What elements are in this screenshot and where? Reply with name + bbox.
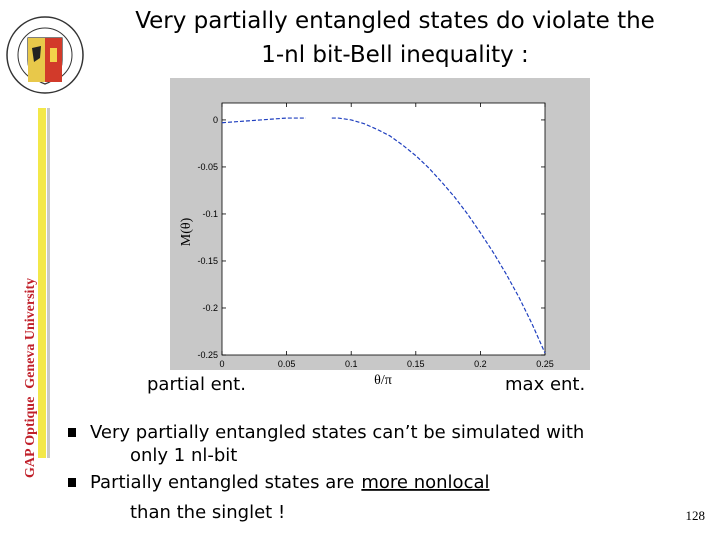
y-tick-label: 0 xyxy=(213,115,218,125)
side-label: GAP OptiqueGeneva University xyxy=(23,278,38,478)
bullet-text: Partially entangled states are more nonlo… xyxy=(90,472,490,493)
annotation: partial ent. xyxy=(147,374,246,395)
bullet-text: than the singlet ! xyxy=(130,502,285,523)
bullet-text: only 1 nl-bit xyxy=(130,445,237,466)
university-logo xyxy=(6,16,84,94)
x-tick-label: 0.25 xyxy=(536,359,554,369)
y-tick-label: -0.05 xyxy=(197,162,218,172)
bullet: Partially entangled states are more nonlo… xyxy=(68,472,490,523)
y-axis-label: M(θ) xyxy=(179,217,194,246)
x-tick-label: 0 xyxy=(219,359,224,369)
bullet-text: Very partially entangled states can’t be… xyxy=(90,422,584,443)
side-stripe xyxy=(47,108,50,458)
y-tick-label: -0.25 xyxy=(197,350,218,360)
x-axis-label: θ/π xyxy=(374,373,392,388)
x-tick-label: 0.05 xyxy=(278,359,296,369)
bullet: Very partially entangled states can’t be… xyxy=(68,422,584,466)
y-tick-label: -0.1 xyxy=(202,209,218,219)
y-tick-label: -0.2 xyxy=(202,303,218,313)
plot-area xyxy=(221,102,546,356)
annotation: max ent. xyxy=(505,374,585,395)
title: 1-nl bit-Bell inequality : xyxy=(261,42,529,68)
data-line xyxy=(221,117,546,354)
title: Very partially entangled states do viola… xyxy=(135,8,655,34)
x-tick-label: 0.2 xyxy=(474,359,487,369)
side-stripe xyxy=(38,108,46,458)
page-number: 128 xyxy=(686,508,706,523)
y-tick-label: -0.15 xyxy=(197,256,218,266)
x-tick-label: 0.15 xyxy=(407,359,425,369)
x-tick-label: 0.1 xyxy=(345,359,358,369)
